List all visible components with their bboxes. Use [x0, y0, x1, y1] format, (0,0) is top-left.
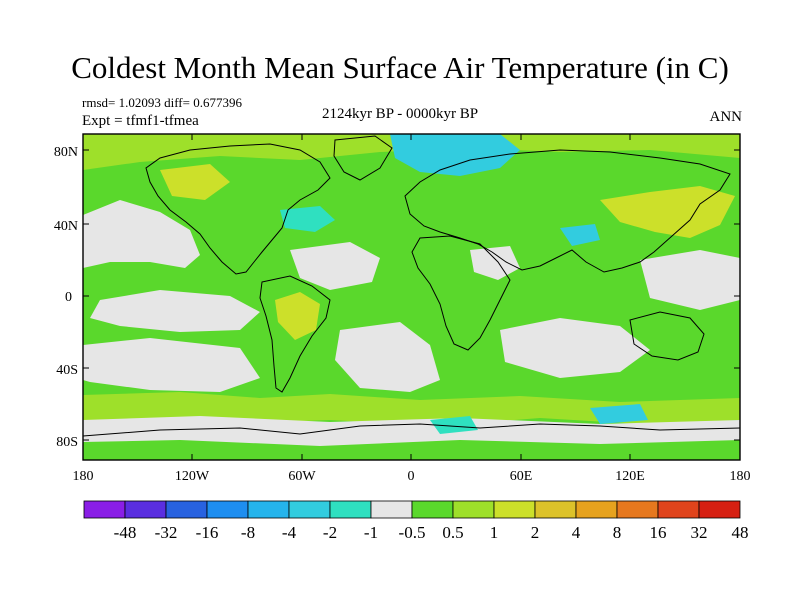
lat-label-40s: 40S — [56, 363, 78, 378]
field-cool-southern — [590, 404, 648, 424]
colorbar-swatch — [329, 500, 372, 519]
temperature-field — [83, 134, 740, 460]
coast-antarctica — [83, 423, 740, 437]
field-neutral-satlantic — [335, 322, 440, 392]
period-text: 2124kyr BP - 0000kyr BP — [321, 106, 479, 122]
lon-label-0: 0 — [408, 469, 415, 484]
lon-label-120e: 120E — [615, 469, 645, 484]
coast-greenland — [333, 135, 393, 181]
coast-europe-asia — [404, 149, 731, 273]
colorbar-swatch — [83, 500, 126, 519]
stats-text: rmsd= 1.02093 diff= 0.677396 — [82, 95, 242, 110]
colorbar-label: 16 — [650, 523, 667, 542]
colorbar-swatch — [534, 500, 577, 519]
colorbar-swatch — [206, 500, 249, 519]
colorbar-label: 4 — [572, 523, 581, 542]
field-warm4-sa — [275, 292, 320, 340]
map-title: Coldest Month Mean Surface Air Temperatu… — [71, 50, 729, 85]
colorbar-label: -1 — [364, 523, 378, 542]
colorbar-label: -48 — [114, 523, 137, 542]
latitude-labels: 80N 40N 0 40S 80S — [54, 145, 78, 450]
colorbar-label: 32 — [691, 523, 708, 542]
field-neutral-pacific — [90, 290, 260, 332]
field-cool-asia — [560, 224, 600, 246]
field-neutral-npacific — [83, 200, 200, 268]
colorbar-label: -2 — [323, 523, 337, 542]
colorbar-label: -32 — [155, 523, 178, 542]
field-neutral-epacific — [640, 250, 740, 310]
colorbar-label: 1 — [490, 523, 499, 542]
coast-north-america — [145, 143, 331, 275]
colorbar-swatch — [288, 500, 331, 519]
field-neutral-indian — [500, 318, 650, 378]
colorbar-swatch — [411, 500, 454, 519]
colorbar-swatch — [575, 500, 618, 519]
coastlines — [83, 135, 740, 437]
colorbar-label: 8 — [613, 523, 622, 542]
season-text: ANN — [709, 109, 743, 125]
longitude-labels: 180 120W 60W 0 60E 120E 180 — [73, 469, 751, 484]
colorbar-labels: -48 -32 -16 -8 -4 -2 -1 -0.5 0.5 1 2 4 8 16 32 48 — [114, 523, 749, 542]
colorbar-label: -16 — [196, 523, 219, 542]
field-warm4-asia — [600, 186, 735, 238]
coast-africa — [411, 235, 511, 351]
coast-australia — [629, 311, 705, 361]
colorbar-swatch — [165, 500, 208, 519]
lon-label-60e: 60E — [510, 469, 533, 484]
colorbar-swatch — [657, 500, 700, 519]
colorbar-swatch — [124, 500, 167, 519]
field-cool-arctic — [390, 134, 520, 176]
colorbar-label: -0.5 — [399, 523, 426, 542]
colorbar-label: 2 — [531, 523, 540, 542]
colorbar-swatch — [698, 500, 741, 519]
lat-label-80s: 80S — [56, 435, 78, 450]
field-cool-nepac — [280, 206, 335, 232]
field-neutral-natlantic — [290, 242, 380, 290]
field-warm2-north — [83, 134, 740, 170]
lat-label-0: 0 — [65, 290, 72, 305]
field-warm2-south — [83, 392, 740, 426]
tick-marks — [82, 134, 741, 460]
coast-south-america — [259, 275, 331, 393]
field-neutral-southern — [83, 416, 740, 446]
field-cool-sindian — [430, 416, 478, 434]
field-neutral-arabia — [470, 246, 520, 280]
colorbar-label: 0.5 — [442, 523, 463, 542]
lon-label-180w: 180 — [73, 469, 94, 484]
lat-label-80n: 80N — [54, 145, 78, 160]
colorbar-swatch — [616, 500, 659, 519]
field-neutral-spacific — [83, 338, 260, 392]
lon-label-180e: 180 — [730, 469, 751, 484]
colorbar-label: -4 — [282, 523, 297, 542]
field-warm4-na — [160, 164, 230, 200]
lon-label-120w: 120W — [175, 469, 210, 484]
experiment-text: Expt = tfmf1-tfmea — [82, 113, 199, 129]
colorbar-swatch — [370, 500, 413, 519]
lat-label-40n: 40N — [54, 219, 78, 234]
colorbar-label: 48 — [732, 523, 749, 542]
colorbar — [83, 500, 741, 519]
colorbar-swatch — [452, 500, 495, 519]
colorbar-label: -8 — [241, 523, 255, 542]
lon-label-60w: 60W — [288, 469, 316, 484]
colorbar-swatch — [247, 500, 290, 519]
colorbar-swatch — [493, 500, 536, 519]
